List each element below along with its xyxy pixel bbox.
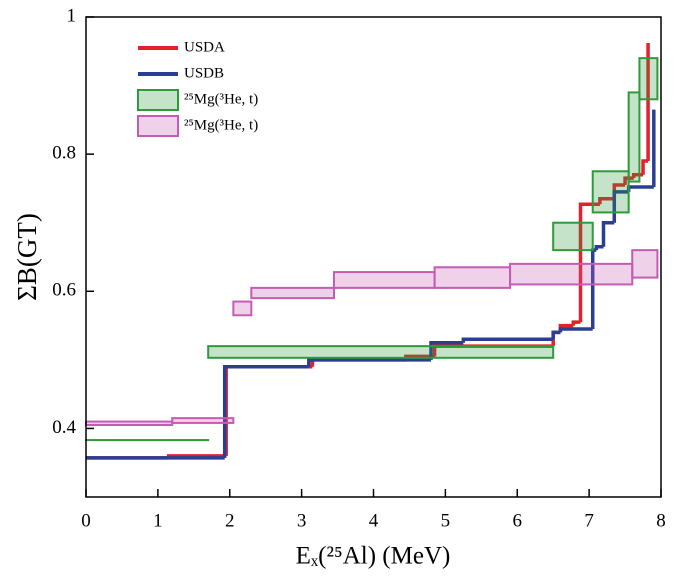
step-line xyxy=(601,220,615,247)
step-line xyxy=(307,358,431,367)
step-line xyxy=(224,364,313,456)
x-axis-label: Eₓ(²⁵Al) (MeV) xyxy=(296,543,451,570)
step-line xyxy=(429,340,464,360)
step-line xyxy=(222,364,309,458)
band-box xyxy=(85,420,174,427)
x-tick-label: 3 xyxy=(297,510,307,531)
x-tick-label: 7 xyxy=(584,510,594,531)
x-tick-label: 1 xyxy=(153,510,163,531)
step-line xyxy=(590,248,597,329)
step-line xyxy=(598,196,615,205)
y-tick-label: 0.4 xyxy=(52,417,76,438)
step-line xyxy=(558,327,593,333)
y-tick-label: 0.8 xyxy=(52,143,76,164)
x-tick-label: 0 xyxy=(81,510,91,531)
x-tick-label: 6 xyxy=(513,510,523,531)
band-box xyxy=(250,286,335,300)
band-box xyxy=(627,91,641,183)
step-line xyxy=(623,176,634,185)
legend-label: ²⁵Mg(³He, t) xyxy=(184,117,258,133)
band-box xyxy=(509,262,634,286)
band-box xyxy=(232,300,253,317)
band-box xyxy=(631,249,659,279)
y-axis-label: ΣB(GT) xyxy=(12,213,42,301)
legend-swatch xyxy=(137,115,179,137)
band-box xyxy=(591,170,630,214)
y-tick-label: 0.6 xyxy=(52,280,76,301)
x-tick-label: 5 xyxy=(441,510,451,531)
band-box xyxy=(433,266,512,289)
step-line xyxy=(551,330,561,340)
x-tick-label: 8 xyxy=(656,510,666,531)
legend-label: USDB xyxy=(184,65,224,81)
legend-swatch xyxy=(137,89,179,111)
step-line xyxy=(594,244,604,251)
band-box xyxy=(332,271,436,289)
band-box xyxy=(207,345,555,359)
band-box xyxy=(552,221,594,252)
y-tick-label: 1 xyxy=(67,5,77,26)
step-line xyxy=(461,337,554,343)
legend-label: ²⁵Mg(³He, t) xyxy=(184,91,258,107)
step-line xyxy=(641,159,649,175)
x-tick-label: 2 xyxy=(225,510,235,531)
step-line xyxy=(626,185,654,192)
step-line xyxy=(571,320,581,326)
band-box xyxy=(171,417,235,424)
x-tick-label: 4 xyxy=(369,510,379,531)
band-box xyxy=(638,57,659,101)
legend-label: USDA xyxy=(184,39,225,55)
